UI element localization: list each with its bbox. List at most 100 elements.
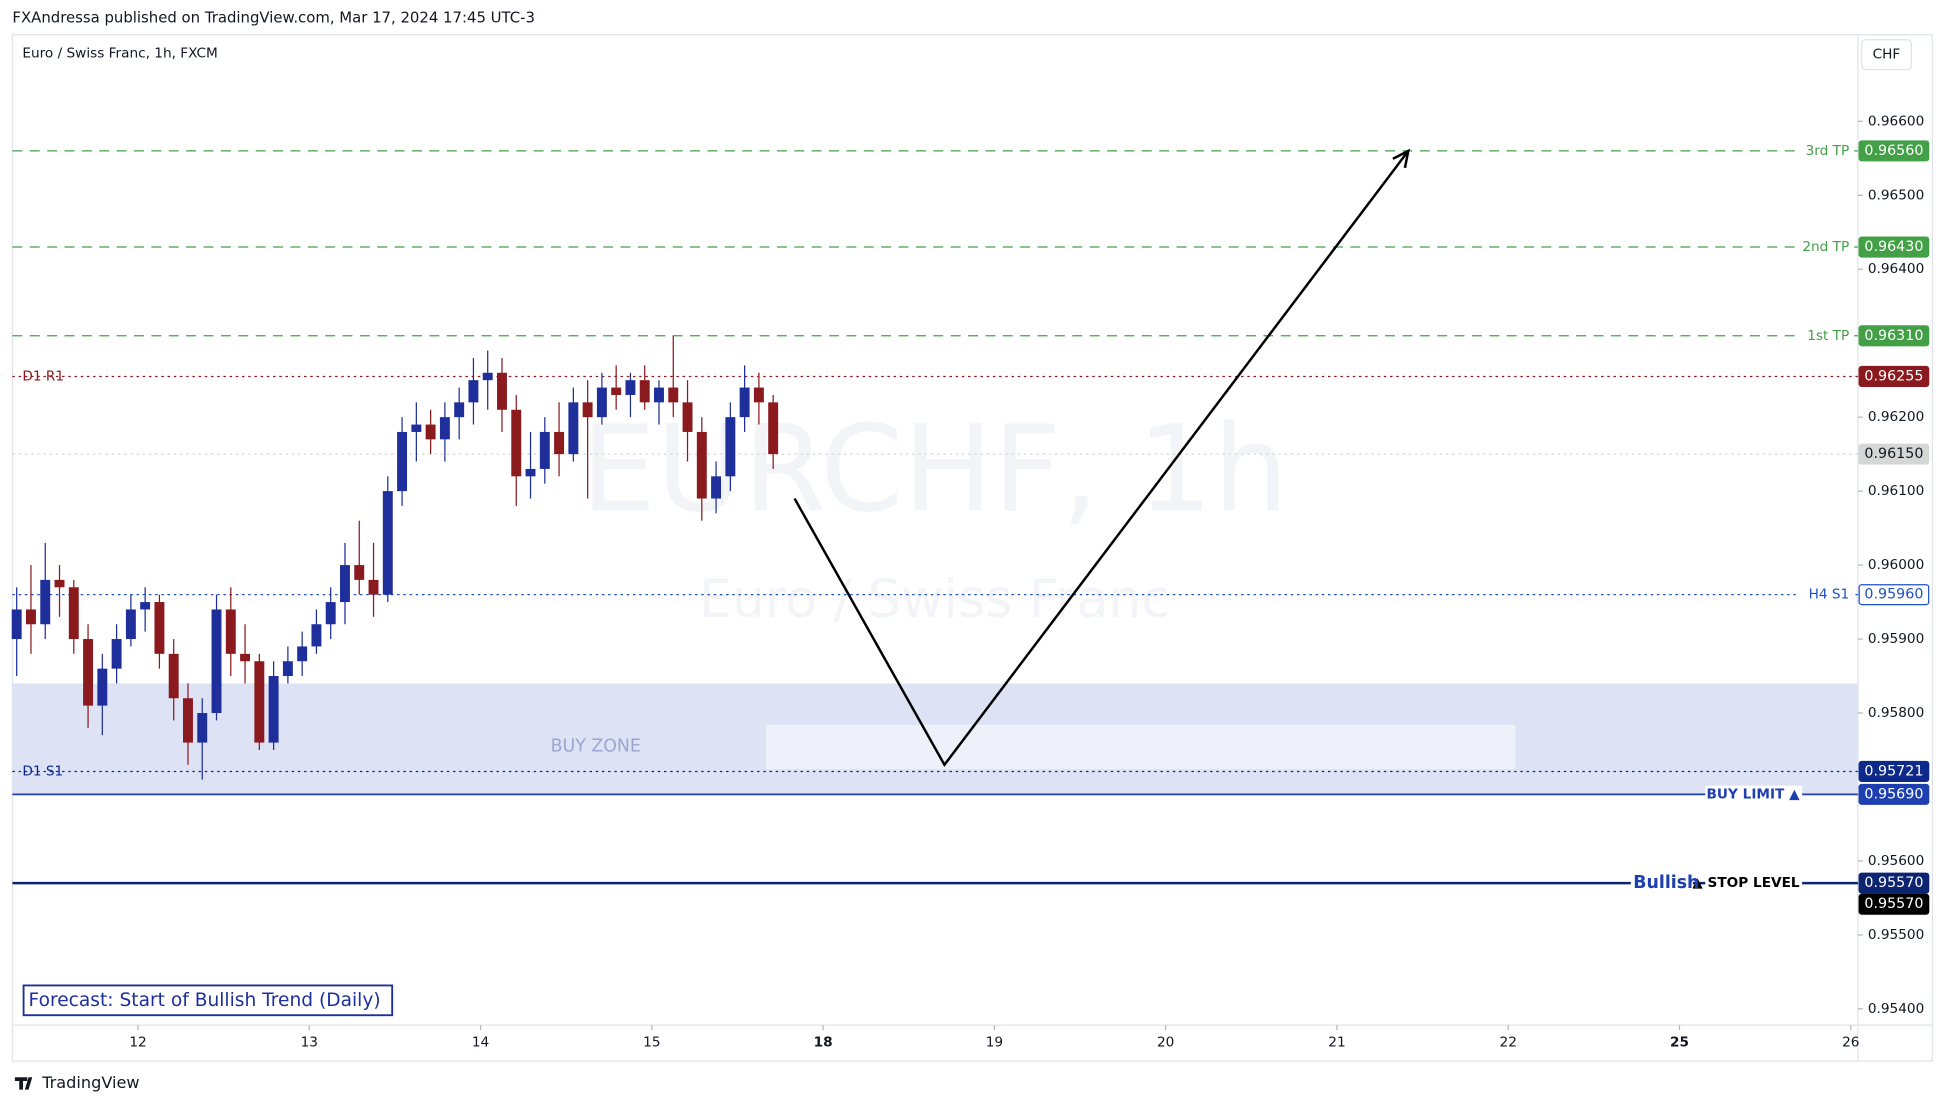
price-label-box: [1858, 893, 1930, 915]
level-name: BUY LIMIT ▲: [1707, 786, 1801, 802]
level-name: D1 R1: [22, 368, 64, 384]
candle-body: [225, 609, 236, 654]
price-label-box: [1858, 236, 1930, 258]
buy-zone-inner: [766, 724, 1516, 770]
forecast-arrowhead: [1392, 148, 1411, 169]
y-tick-label: 0.96000: [1868, 557, 1924, 573]
level-name-bg: [1797, 327, 1852, 345]
candle-body: [97, 668, 108, 706]
candle-body: [654, 387, 664, 403]
x-tick-label: 13: [301, 1035, 318, 1051]
y-tick-label: 0.95400: [1868, 1001, 1924, 1017]
price-label-box: [1858, 443, 1930, 465]
price-label: 0.95721: [1864, 763, 1923, 779]
candle-body: [497, 372, 507, 410]
candle-body: [340, 565, 350, 603]
candle-body: [468, 380, 479, 403]
candle-body: [639, 380, 650, 403]
candle-body: [411, 424, 422, 432]
candle-body: [68, 587, 79, 640]
level-name: ▲ STOP LEVEL: [1692, 875, 1800, 891]
candle-body: [596, 387, 607, 418]
price-label-box: [1858, 872, 1930, 894]
price-label: 0.95690: [1864, 786, 1923, 802]
candle-body: [711, 476, 722, 499]
candle-body: [739, 387, 750, 418]
candle-body: [311, 624, 322, 647]
candle-body: [297, 646, 308, 662]
candle-body: [682, 402, 693, 432]
candle-body: [282, 661, 293, 677]
price-label: 0.96150: [1864, 446, 1923, 462]
x-tick-label: 21: [1328, 1035, 1345, 1051]
candle-body: [582, 402, 593, 418]
candle-body: [125, 609, 136, 640]
price-label-box: [1858, 140, 1930, 162]
candle-body: [425, 424, 436, 440]
symbol-title: Euro / Swiss Franc, 1h, FXCM: [22, 45, 217, 61]
x-tick-label: 20: [1157, 1035, 1174, 1051]
level-name: 1st TP: [1807, 328, 1849, 344]
x-tick-label: 18: [814, 1035, 833, 1051]
y-tick-label: 0.96200: [1868, 409, 1924, 425]
bullish-label: Bullish: [1633, 873, 1699, 893]
x-tick-label: 26: [1842, 1035, 1859, 1051]
annotation: Forecast: Start of Bullish Trend (Daily): [29, 990, 381, 1011]
price-label: 0.96310: [1864, 328, 1923, 344]
price-label-box: [1858, 365, 1930, 388]
price-label: 0.95960: [1864, 587, 1923, 603]
level-name: H4 S1: [1809, 587, 1850, 603]
candle-body: [768, 402, 779, 455]
footer: TradingView: [41, 1073, 139, 1092]
candle-body: [168, 653, 179, 699]
zone-label: BUY ZONE: [551, 736, 641, 756]
y-tick-label: 0.96500: [1868, 187, 1924, 203]
candle-body: [354, 565, 365, 580]
y-tick-label: 0.96400: [1868, 261, 1924, 277]
forecast-path: [793, 150, 1410, 768]
price-label-box: [1858, 325, 1930, 347]
currency-box: [1861, 39, 1912, 71]
candle-body: [554, 431, 565, 455]
candle-body: [668, 387, 679, 403]
frame: [11, 34, 1934, 1062]
candle-body: [482, 372, 493, 381]
y-tick-label: 0.95800: [1868, 705, 1924, 721]
y-tick-label: 0.95900: [1868, 631, 1924, 647]
x-tick-label: 14: [472, 1035, 489, 1051]
price-label-box: [1858, 783, 1930, 805]
level-name-bg: [1705, 874, 1803, 892]
currency: CHF: [1873, 47, 1901, 63]
level-name: 3rd TP: [1806, 143, 1850, 159]
watermark-subtitle: Euro / Swiss Franc: [699, 570, 1170, 630]
candle-body: [54, 579, 65, 588]
candle-body: [40, 579, 51, 625]
candle-body: [254, 661, 265, 743]
candle-body: [240, 653, 251, 662]
level-name-bg: [1705, 785, 1803, 804]
candle-body: [197, 713, 208, 743]
y-tick-label: 0.95500: [1868, 927, 1924, 943]
candle-body: [397, 431, 408, 492]
candle-body: [211, 609, 222, 714]
level-name: D1 S1: [22, 763, 63, 779]
price-label-box: [1858, 760, 1930, 782]
level-name: 2nd TP: [1802, 239, 1849, 255]
price-label: 0.95570: [1864, 875, 1923, 891]
y-tick-label: 0.96600: [1868, 113, 1924, 129]
candle-body: [11, 609, 22, 640]
candle-body: [611, 387, 622, 395]
candle-body: [454, 402, 465, 418]
candle-body: [111, 639, 122, 669]
x-tick-label: 15: [643, 1035, 660, 1051]
level-name-bg: [1797, 142, 1852, 160]
annotation-box: [22, 984, 394, 1017]
candle-body: [539, 431, 550, 469]
candle-body: [439, 417, 450, 440]
candle-body: [725, 417, 736, 477]
candle-body: [625, 380, 636, 395]
candle-body: [568, 402, 579, 455]
candle-body: [696, 431, 707, 499]
tv-logo: [14, 1077, 33, 1090]
